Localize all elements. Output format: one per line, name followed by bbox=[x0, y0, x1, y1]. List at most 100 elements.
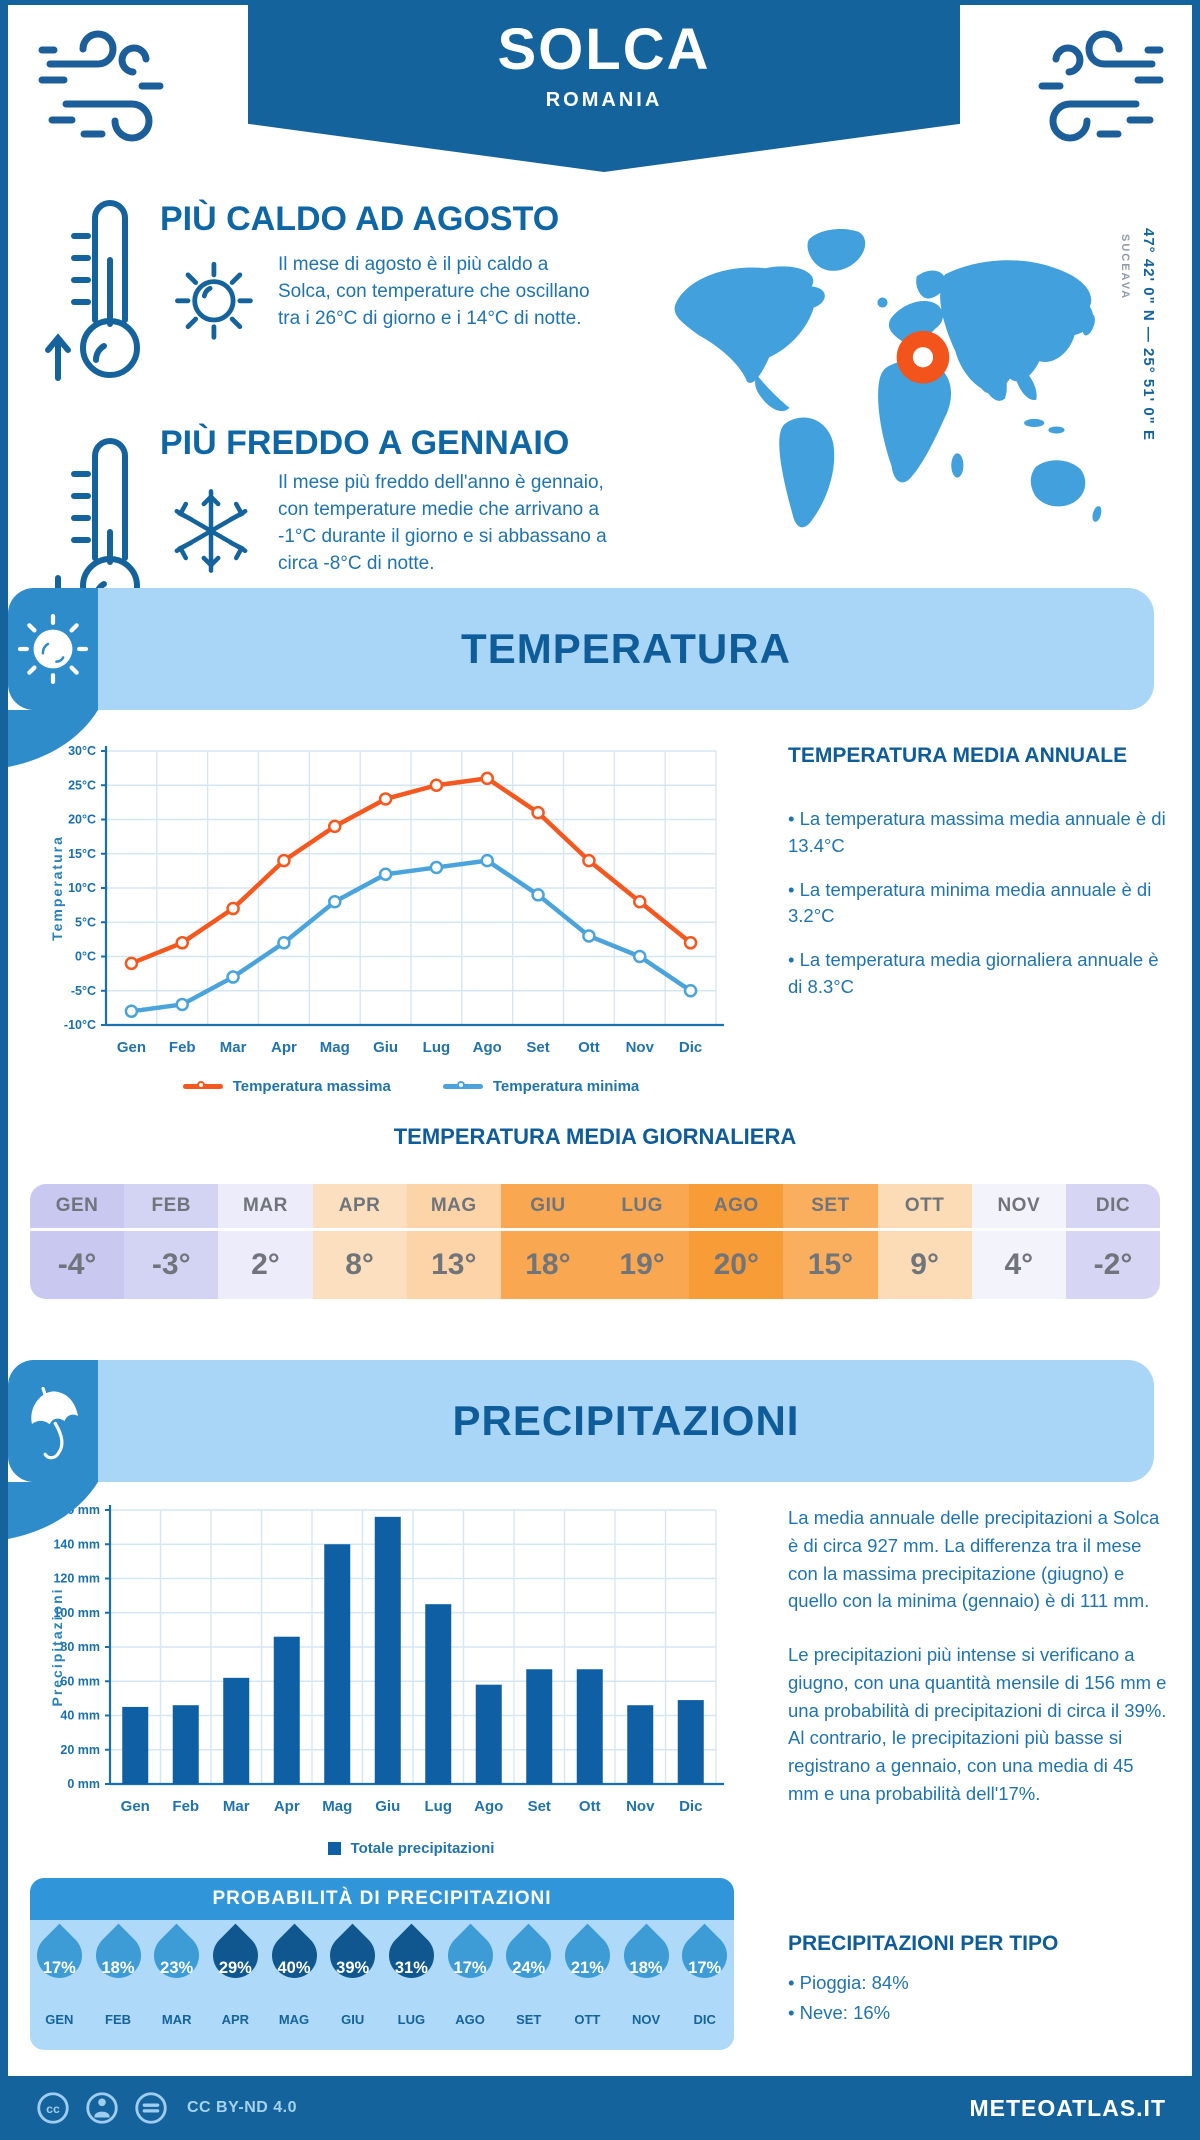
svg-text:Ott: Ott bbox=[579, 1798, 601, 1815]
probability-month: OTT bbox=[574, 2012, 601, 2027]
probability-value: 23% bbox=[160, 1959, 194, 1977]
probability-value: 17% bbox=[42, 1959, 76, 1977]
snowflake-icon bbox=[174, 489, 248, 573]
probability-drop: 31% LUG bbox=[379, 1920, 444, 2050]
precipitation-text-panel: La media annuale delle precipitazioni a … bbox=[788, 1504, 1168, 1834]
table-temperature-value: 2° bbox=[218, 1231, 313, 1299]
probability-drop: 17% GEN bbox=[30, 1920, 92, 2050]
probability-drop: 23% MAR bbox=[144, 1920, 209, 2050]
probability-month: MAR bbox=[161, 2012, 192, 2027]
legend-swatch bbox=[327, 1842, 341, 1855]
type-bullet: • Neve: 16% bbox=[788, 2001, 891, 2023]
svg-text:10°C: 10°C bbox=[68, 881, 96, 895]
banner-curl bbox=[8, 1482, 98, 1539]
umbrella-icon bbox=[8, 1360, 98, 1482]
table-header-row: GEN FEB MAR APR MAG GIU LUG AGO SET OTT NOV DIC bbox=[30, 1184, 1160, 1228]
legend-item: Temperatura minima bbox=[442, 1078, 639, 1095]
probability-drop: 24% SET bbox=[496, 1920, 561, 2050]
table-temperature-value: 20° bbox=[689, 1231, 784, 1299]
right-border bbox=[1192, 0, 1200, 2140]
table-temperature-value: 4° bbox=[971, 1231, 1066, 1299]
table-temperature-value: 15° bbox=[783, 1231, 878, 1299]
precipitation-section-title: PRECIPITAZIONI bbox=[452, 1397, 800, 1444]
legend-item: Temperatura massima bbox=[182, 1078, 391, 1095]
table-month-header: NOV bbox=[971, 1184, 1066, 1228]
precipitation-chart-legend: Totale precipitazioni bbox=[106, 1840, 716, 1857]
table-temperature-value: 8° bbox=[312, 1231, 407, 1299]
precipitation-paragraph: Le precipitazioni più intense si verific… bbox=[788, 1644, 1167, 1804]
footer: cc CC BY-ND 4.0 METEOATLAS.IT bbox=[0, 2076, 1200, 2140]
svg-text:20°C: 20°C bbox=[68, 813, 96, 827]
temperature-section-banner: TEMPERATURA bbox=[8, 588, 1154, 710]
svg-text:80 mm: 80 mm bbox=[60, 1640, 100, 1654]
svg-text:Dic: Dic bbox=[679, 1798, 702, 1815]
svg-text:Mar: Mar bbox=[220, 1039, 247, 1056]
svg-text:cc: cc bbox=[46, 2102, 60, 2116]
temperature-line-chart: 30°C 25°C 20°C 15°C 10°C 5°C 0°C -5°C -10°C Gen Fe… bbox=[49, 744, 724, 1056]
cc-person-icon bbox=[86, 2092, 118, 2124]
country-label: ROMANIA bbox=[545, 89, 663, 111]
legend-swatch bbox=[182, 1080, 223, 1089]
svg-text:Ago: Ago bbox=[473, 1039, 502, 1056]
svg-text:Set: Set bbox=[528, 1798, 551, 1815]
svg-text:Gen: Gen bbox=[121, 1798, 150, 1815]
svg-text:Apr: Apr bbox=[274, 1798, 300, 1815]
table-month-header: OTT bbox=[877, 1184, 972, 1228]
annual-bullet: • La temperatura massima media annuale è… bbox=[788, 808, 1166, 856]
svg-text:120 mm: 120 mm bbox=[53, 1572, 100, 1586]
svg-text:60 mm: 60 mm bbox=[60, 1674, 100, 1688]
table-month-header: MAR bbox=[218, 1184, 313, 1228]
svg-text:Nov: Nov bbox=[626, 1039, 655, 1056]
svg-text:30°C: 30°C bbox=[68, 744, 96, 758]
daily-table-title: TEMPERATURA MEDIA GIORNALIERA bbox=[393, 1124, 797, 1149]
svg-text:Gen: Gen bbox=[117, 1039, 146, 1056]
svg-text:20 mm: 20 mm bbox=[60, 1743, 100, 1757]
world-map bbox=[674, 228, 1102, 528]
wind-icon bbox=[1038, 30, 1164, 142]
probability-title: PROBABILITÀ DI PRECIPITAZIONI bbox=[30, 1878, 734, 1920]
table-temperature-value: -2° bbox=[1065, 1231, 1160, 1299]
table-temperature-value: 19° bbox=[595, 1231, 690, 1299]
svg-text:Mag: Mag bbox=[320, 1039, 350, 1056]
annual-bullet: • La temperatura minima media annuale è … bbox=[788, 878, 1152, 927]
header-banner: SOLCA ROMANIA bbox=[248, 0, 960, 172]
table-temperature-value: -4° bbox=[30, 1231, 125, 1299]
probability-drops: 17% GEN 18% FEB 23% MAR 29% APR 40% MAG … bbox=[30, 1920, 734, 2050]
probability-month: FEB bbox=[105, 2012, 131, 2027]
svg-text:Precipitazioni: Precipitazioni bbox=[49, 1587, 65, 1706]
probability-drop: 21% OTT bbox=[555, 1920, 620, 2050]
svg-text:Set: Set bbox=[526, 1039, 549, 1056]
probability-value: 18% bbox=[629, 1959, 663, 1977]
types-title: PRECIPITAZIONI PER TIPO bbox=[788, 1932, 1059, 1955]
temperature-chart-legend: Temperatura massima Temperatura minima bbox=[106, 1078, 716, 1095]
annual-temperature-panel: TEMPERATURA MEDIA ANNUALE • La temperatu… bbox=[788, 744, 1170, 1018]
banner-curl bbox=[8, 710, 98, 767]
table-month-header: GIU bbox=[500, 1184, 596, 1228]
probability-month: APR bbox=[221, 2012, 250, 2027]
svg-text:Lug: Lug bbox=[425, 1798, 453, 1815]
svg-text:5°C: 5°C bbox=[75, 915, 96, 929]
hot-text: Il mese di agosto è il più caldo a Solca… bbox=[278, 254, 590, 329]
table-month-header: DIC bbox=[1065, 1184, 1160, 1228]
table-month-header: AGO bbox=[689, 1184, 784, 1228]
probability-drop: 29% APR bbox=[203, 1920, 268, 2050]
probability-month: GIU bbox=[341, 2012, 365, 2027]
probability-value: 39% bbox=[336, 1959, 370, 1977]
svg-text:-5°C: -5°C bbox=[71, 984, 96, 998]
probability-month: MAG bbox=[278, 2012, 310, 2027]
precipitation-section-banner: PRECIPITAZIONI bbox=[8, 1360, 1154, 1482]
sun-badge-icon bbox=[8, 588, 98, 710]
table-month-header: LUG bbox=[595, 1184, 690, 1228]
temperature-section-title: TEMPERATURA bbox=[461, 625, 791, 672]
probability-drop: 17% DIC bbox=[672, 1920, 734, 2050]
probability-month: NOV bbox=[631, 2012, 661, 2027]
probability-value: 18% bbox=[101, 1959, 135, 1977]
table-temperature-value: 9° bbox=[877, 1231, 972, 1299]
cc-icon: cc bbox=[37, 2092, 69, 2124]
probability-value: 40% bbox=[277, 1959, 311, 1977]
license-label: CC BY-ND 4.0 bbox=[187, 2099, 298, 2116]
svg-text:-10°C: -10°C bbox=[64, 1018, 96, 1032]
svg-text:0 mm: 0 mm bbox=[67, 1777, 100, 1791]
